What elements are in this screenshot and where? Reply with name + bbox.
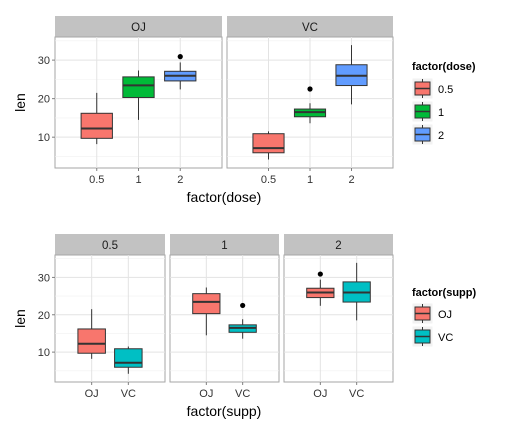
facet-strip (284, 234, 393, 255)
facet-panel-0-1: VC 0.5 1 2 (226, 16, 394, 186)
y-tick-label: 20 (38, 310, 50, 322)
x-tick-label: 2 (177, 174, 183, 186)
facet-panel-1-2: 2 OJ VC (283, 234, 394, 400)
x-tick-label: 1 (135, 174, 141, 186)
x-tick-label: 1 (307, 174, 313, 186)
box-2 (335, 45, 368, 105)
y-tick-label: 10 (38, 132, 50, 144)
legend-key-VC (411, 325, 434, 348)
facet-panel-1-0: 0.5 OJ VC (54, 234, 166, 400)
outlier-point (240, 302, 246, 309)
box-OJ (77, 309, 106, 359)
facet-strip-label: 0.5 (102, 240, 118, 252)
box-body (252, 133, 285, 154)
box-1 (122, 70, 155, 120)
box-VC (228, 302, 257, 339)
x-tick-label: VC (349, 388, 364, 400)
x-axis-title: factor(dose) (187, 189, 262, 205)
outlier-point (177, 54, 183, 60)
supp-facet-plot: 0.5 OJ VC 1 OJ VC 2 OJ VC 10 20 30 factor(supp) len fa… (12, 234, 477, 419)
outlier-point (317, 271, 323, 277)
panel-background (283, 254, 394, 383)
box-0.5 (252, 131, 285, 160)
box-body (114, 348, 143, 368)
facet-strip-label: 1 (221, 240, 227, 252)
box-OJ (306, 271, 335, 306)
box-2 (164, 54, 197, 90)
y-tick-label: 10 (38, 347, 50, 359)
legend-label: VC (438, 332, 453, 344)
y-axis-title: len (12, 93, 28, 112)
panel-background (169, 254, 280, 383)
x-axis-title: factor(supp) (187, 403, 262, 419)
x-tick-label: 0.5 (261, 174, 276, 186)
facet-strip-label: 2 (335, 240, 341, 252)
legend: factor(dose) 0.5 1 2 (411, 61, 476, 146)
outlier-point (307, 86, 313, 92)
box-1 (293, 86, 327, 124)
legend-key-1 (411, 100, 434, 123)
legend-label: 0.5 (438, 84, 453, 96)
legend-key-OJ (411, 302, 434, 325)
legend-title: factor(dose) (412, 61, 476, 73)
facet-strip (55, 234, 165, 255)
y-tick-label: 30 (38, 272, 50, 284)
box-body (122, 76, 155, 98)
legend-title: factor(supp) (412, 287, 477, 299)
legend: factor(supp) OJ VC (411, 287, 477, 348)
legend-label: 2 (438, 130, 444, 142)
y-tick-label: 20 (38, 94, 50, 106)
x-tick-label: VC (235, 388, 250, 400)
box-0.5 (80, 92, 113, 145)
box-body (80, 112, 113, 139)
x-tick-label: OJ (313, 388, 327, 400)
box-body (192, 293, 221, 315)
x-tick-label: OJ (85, 388, 99, 400)
legend-key-0.5 (411, 77, 434, 100)
facet-strip (227, 16, 393, 37)
box-body (77, 328, 106, 354)
facet-strip (170, 234, 279, 255)
x-tick-label: VC (121, 388, 136, 400)
legend-key-2 (411, 123, 434, 146)
legend-label: OJ (438, 309, 452, 321)
box-OJ (192, 287, 221, 336)
legend-label: 1 (438, 107, 444, 119)
facet-strip-label: VC (302, 22, 318, 34)
y-tick-label: 30 (38, 55, 50, 67)
facet-strip (55, 16, 222, 37)
facet-strip-label: OJ (131, 22, 146, 34)
box-VC (342, 262, 371, 321)
x-tick-label: OJ (199, 388, 213, 400)
box-VC (114, 346, 143, 374)
y-axis-title: len (12, 309, 28, 328)
dose-facet-plot: OJ 0.5 1 2 VC 0.5 1 2 10 20 30 factor(dose) len facto… (12, 16, 476, 205)
panel-background (54, 254, 166, 383)
x-tick-label: 0.5 (89, 174, 104, 186)
facet-panel-0-0: OJ 0.5 1 2 (54, 16, 223, 186)
facet-panel-1-1: 1 OJ VC (169, 234, 280, 400)
x-tick-label: 2 (348, 174, 354, 186)
